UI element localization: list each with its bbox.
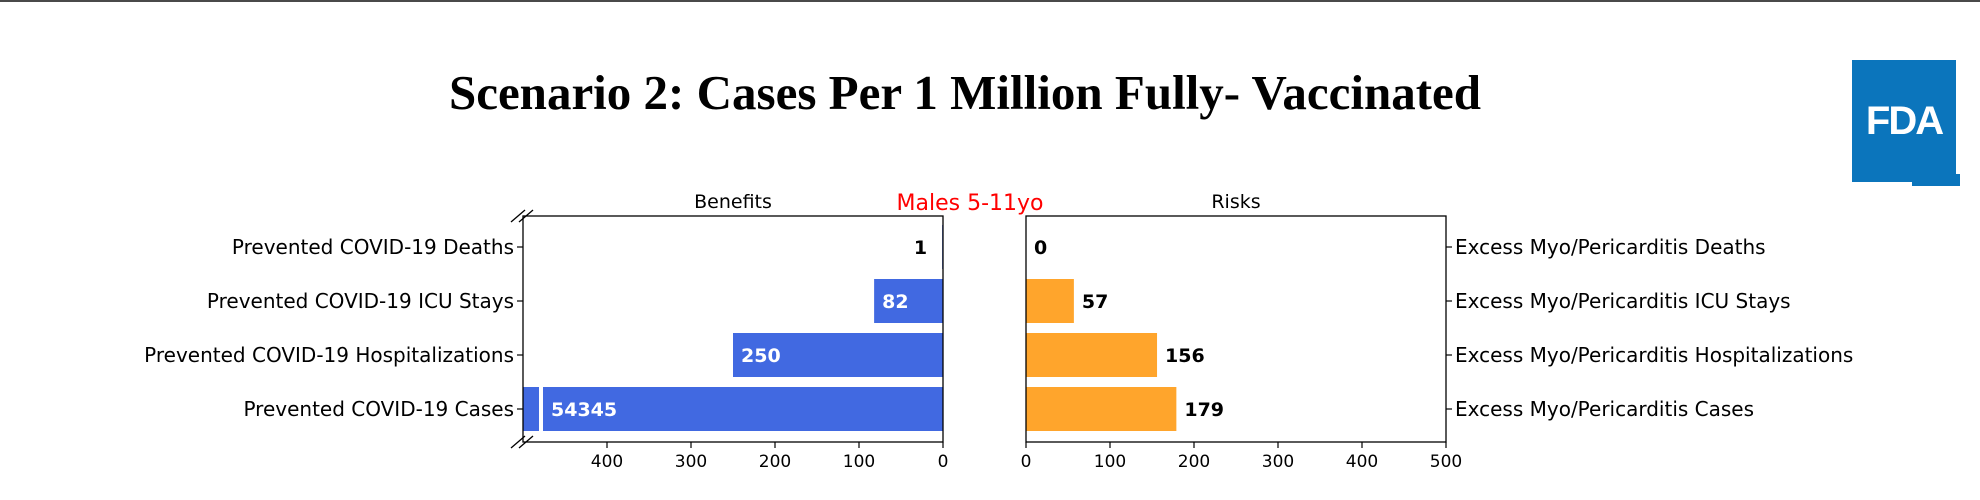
value-label-excess-myo-pericarditis-cases: 179 [1184,399,1224,421]
category-label-excess-myo-pericarditis-deaths: Excess Myo/Pericarditis Deaths [1455,235,1766,259]
risks-xtick-label: 300 [1262,452,1294,472]
value-label-excess-myo-pericarditis-icu-stays: 57 [1082,291,1108,313]
risks-xtick-label: 200 [1178,452,1210,472]
benefits-axes-frame [522,215,944,443]
value-label-prevented-covid-19-hospitalizations: 250 [741,345,781,367]
benefits-axis-break [510,209,534,449]
value-label-excess-myo-pericarditis-hospitalizations: 156 [1165,345,1205,367]
value-label-prevented-covid-19-deaths: 1 [914,237,927,259]
value-label-prevented-covid-19-cases: 54345 [551,399,617,421]
bar-excess-myo-pericarditis-cases [1026,387,1177,431]
benefits-xtick-label: 400 [591,452,623,472]
benefits-title: Benefits [694,191,772,213]
slide-title: Scenario 2: Cases Per 1 Million Fully- V… [448,65,1482,120]
axis-break-mark [510,435,526,449]
risks-xtick-label: 400 [1346,452,1378,472]
category-label-prevented-covid-19-deaths: Prevented COVID-19 Deaths [232,235,514,259]
category-label-excess-myo-pericarditis-icu-stays: Excess Myo/Pericarditis ICU Stays [1455,289,1791,313]
benefits-xtick-label: 0 [938,452,949,472]
bar-prevented-covid-19-icu-stays [874,279,943,323]
category-label-excess-myo-pericarditis-hospitalizations: Excess Myo/Pericarditis Hospitalizations [1455,343,1853,367]
fda-logo: FDA [1852,60,1960,186]
top-rule [0,0,1980,2]
risks-xtick-label: 0 [1021,452,1032,472]
value-label-excess-myo-pericarditis-deaths: 0 [1034,237,1047,259]
risks-title: Risks [1211,191,1260,213]
category-label-prevented-covid-19-icu-stays: Prevented COVID-19 ICU Stays [207,289,514,313]
risks-axes-frame [1025,215,1447,443]
bar-prevented-covid-19-hospitalizations [733,333,943,377]
bar-excess-myo-pericarditis-hospitalizations [1026,333,1158,377]
benefits-xtick-label: 100 [843,452,875,472]
risks-xtick-label: 100 [1094,452,1126,472]
group-label: Males 5-11yo [897,191,1044,216]
category-label-prevented-covid-19-hospitalizations: Prevented COVID-19 Hospitalizations [144,343,514,367]
bar-prevented-covid-19-cases [543,387,943,431]
benefits-xtick-label: 300 [675,452,707,472]
risks-xtick-label: 500 [1430,452,1462,472]
value-label-prevented-covid-19-icu-stays: 82 [882,291,908,313]
axis-break-mark [510,209,526,223]
bar-excess-myo-pericarditis-icu-stays [1026,279,1074,323]
bar-prevented-covid-19-cases-stub [523,387,539,431]
axis-break-mark [518,435,534,449]
benefits-xtick-label: 200 [759,452,791,472]
category-label-excess-myo-pericarditis-cases: Excess Myo/Pericarditis Cases [1455,397,1754,421]
category-label-prevented-covid-19-cases: Prevented COVID-19 Cases [243,397,514,421]
axis-break-mark [518,209,534,223]
